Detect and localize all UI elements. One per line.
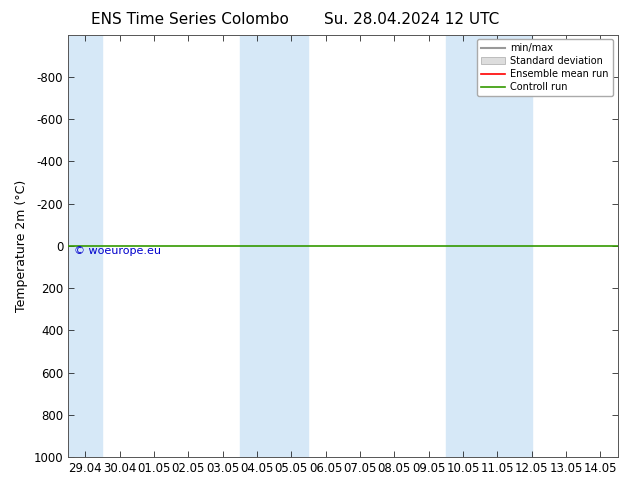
Legend: min/max, Standard deviation, Ensemble mean run, Controll run: min/max, Standard deviation, Ensemble me… bbox=[477, 40, 612, 96]
Bar bbox=[68, 35, 102, 457]
Bar bbox=[446, 35, 532, 457]
Text: © woeurope.eu: © woeurope.eu bbox=[74, 246, 160, 256]
Bar bbox=[240, 35, 309, 457]
Text: ENS Time Series Colombo: ENS Time Series Colombo bbox=[91, 12, 289, 27]
Text: Su. 28.04.2024 12 UTC: Su. 28.04.2024 12 UTC bbox=[325, 12, 500, 27]
Y-axis label: Temperature 2m (°C): Temperature 2m (°C) bbox=[15, 180, 28, 312]
